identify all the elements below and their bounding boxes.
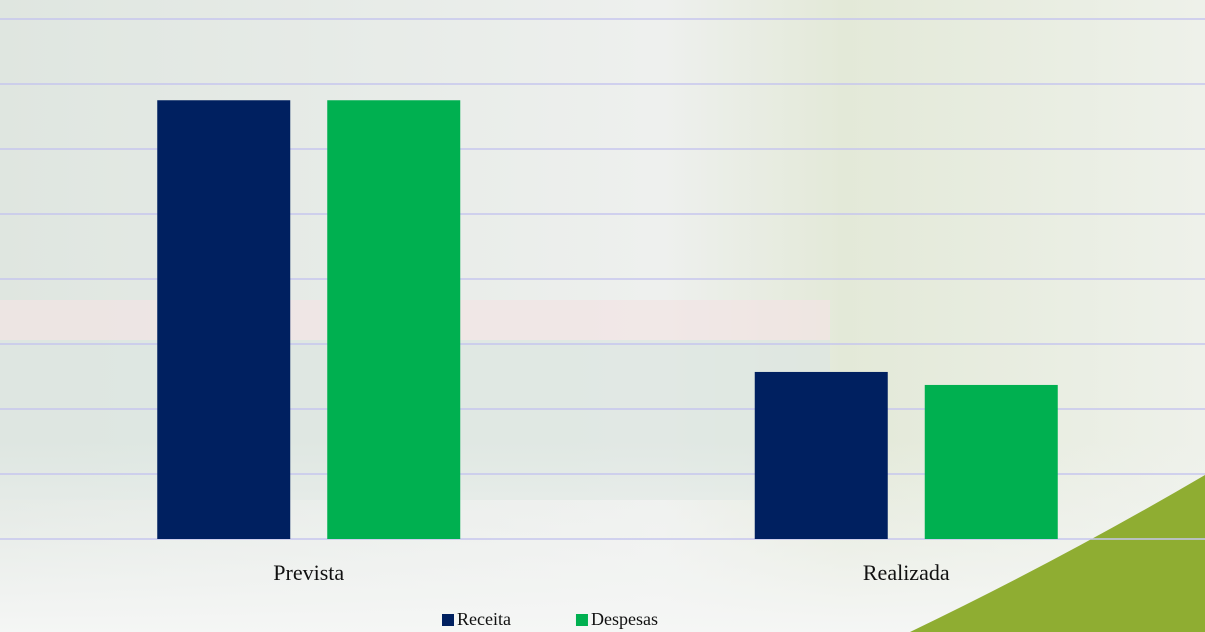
legend-label: Despesas (591, 609, 658, 629)
legend-swatch (442, 614, 454, 626)
x-tick-label: Prevista (273, 560, 344, 585)
bar (157, 100, 291, 539)
legend-swatch (575, 614, 588, 626)
bar (924, 384, 1058, 539)
bar (754, 371, 888, 539)
decor-shape (910, 475, 1205, 632)
x-tick-label: Realizada (863, 560, 950, 585)
legend-label: Receita (457, 609, 511, 629)
plot-area: Prevista Realizada Receita Despesas (0, 18, 1205, 629)
bar (327, 100, 461, 539)
